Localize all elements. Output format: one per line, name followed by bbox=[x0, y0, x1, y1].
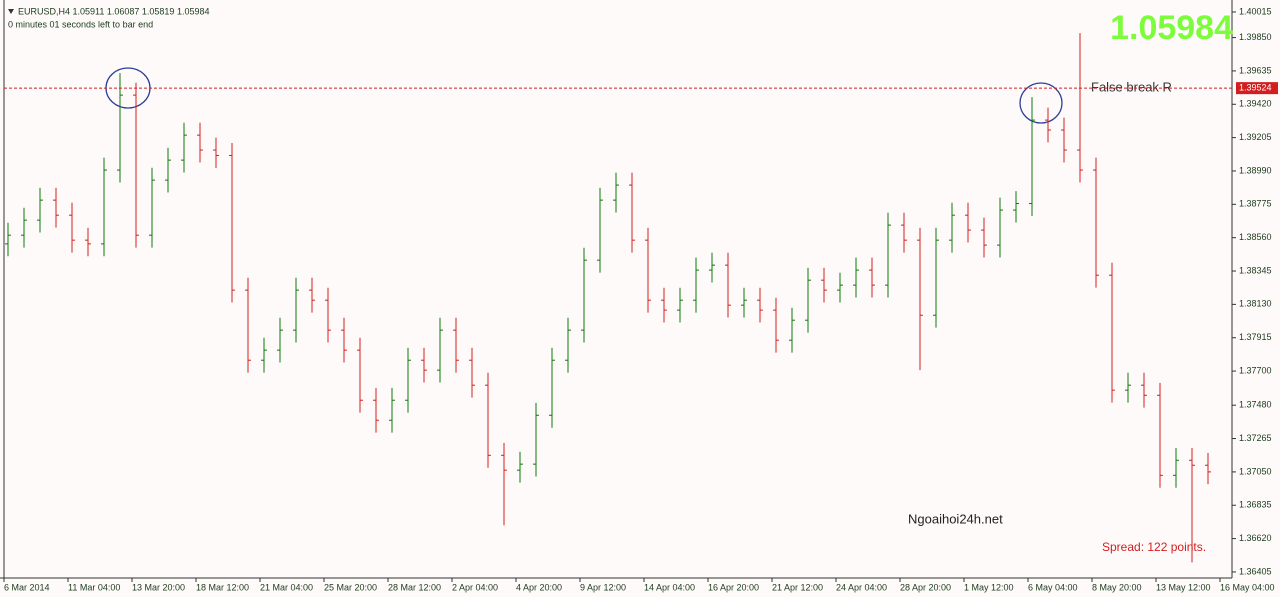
y-tick-label: 1.38775 bbox=[1239, 199, 1272, 209]
spread: Spread: 122 points. bbox=[1102, 540, 1206, 554]
x-tick-label: 6 Mar 2014 bbox=[4, 582, 50, 592]
y-tick-label: 1.38560 bbox=[1239, 232, 1272, 242]
y-tick-label: 1.39850 bbox=[1239, 32, 1272, 42]
highlight-circle bbox=[105, 67, 151, 109]
y-tick-label: 1.38345 bbox=[1239, 265, 1272, 275]
x-tick-label: 13 May 12:00 bbox=[1156, 582, 1211, 592]
x-tick-label: 25 Mar 20:00 bbox=[324, 582, 377, 592]
y-tick-label: 1.37915 bbox=[1239, 332, 1272, 342]
x-tick-label: 14 Apr 04:00 bbox=[644, 582, 695, 592]
timer: 0 minutes 01 seconds left to bar end bbox=[8, 19, 153, 29]
y-tick-label: 1.36835 bbox=[1239, 500, 1272, 510]
y-tick-label: 1.39420 bbox=[1239, 99, 1272, 109]
y-tick-label: 1.38990 bbox=[1239, 165, 1272, 175]
y-tick-label: 1.37265 bbox=[1239, 433, 1272, 443]
x-tick-label: 2 Apr 04:00 bbox=[452, 582, 498, 592]
y-tick-label: 1.39635 bbox=[1239, 65, 1272, 75]
x-tick-label: 18 Mar 12:00 bbox=[196, 582, 249, 592]
x-tick-label: 24 Apr 04:00 bbox=[836, 582, 887, 592]
watermark: Ngoaihoi24h.net bbox=[908, 511, 1003, 526]
y-tick-label: 1.40015 bbox=[1239, 6, 1272, 16]
x-tick-label: 8 May 20:00 bbox=[1092, 582, 1142, 592]
x-tick-label: 13 Mar 20:00 bbox=[132, 582, 185, 592]
collapse-icon bbox=[8, 9, 14, 14]
y-tick-label: 1.38130 bbox=[1239, 299, 1272, 309]
y-tick-label: 1.36620 bbox=[1239, 533, 1272, 543]
price-label: 1.39524 bbox=[1239, 83, 1272, 93]
big-price: 1.05984 bbox=[1110, 9, 1233, 47]
price-label-box bbox=[1236, 82, 1278, 95]
header: EURUSD,H4 1.05911 1.06087 1.05819 1.0598… bbox=[18, 6, 209, 16]
y-tick-label: 1.37700 bbox=[1239, 365, 1272, 375]
x-tick-label: 28 Apr 20:00 bbox=[900, 582, 951, 592]
y-tick-label: 1.36405 bbox=[1239, 566, 1272, 576]
x-tick-label: 21 Apr 12:00 bbox=[772, 582, 823, 592]
x-tick-label: 1 May 12:00 bbox=[964, 582, 1014, 592]
x-tick-label: 16 May 04:00 bbox=[1220, 582, 1275, 592]
y-tick-label: 1.39205 bbox=[1239, 132, 1272, 142]
x-tick-label: 4 Apr 20:00 bbox=[516, 582, 562, 592]
x-tick-label: 28 Mar 12:00 bbox=[388, 582, 441, 592]
highlight-circle bbox=[1019, 82, 1063, 124]
y-tick-label: 1.37480 bbox=[1239, 400, 1272, 410]
x-tick-label: 21 Mar 04:00 bbox=[260, 582, 313, 592]
annotation: False break R bbox=[1091, 79, 1172, 94]
x-tick-label: 11 Mar 04:00 bbox=[68, 582, 120, 592]
x-tick-label: 9 Apr 12:00 bbox=[580, 582, 626, 592]
x-tick-label: 6 May 04:00 bbox=[1028, 582, 1078, 592]
y-tick-label: 1.37050 bbox=[1239, 466, 1272, 476]
x-tick-label: 16 Apr 20:00 bbox=[708, 582, 759, 592]
